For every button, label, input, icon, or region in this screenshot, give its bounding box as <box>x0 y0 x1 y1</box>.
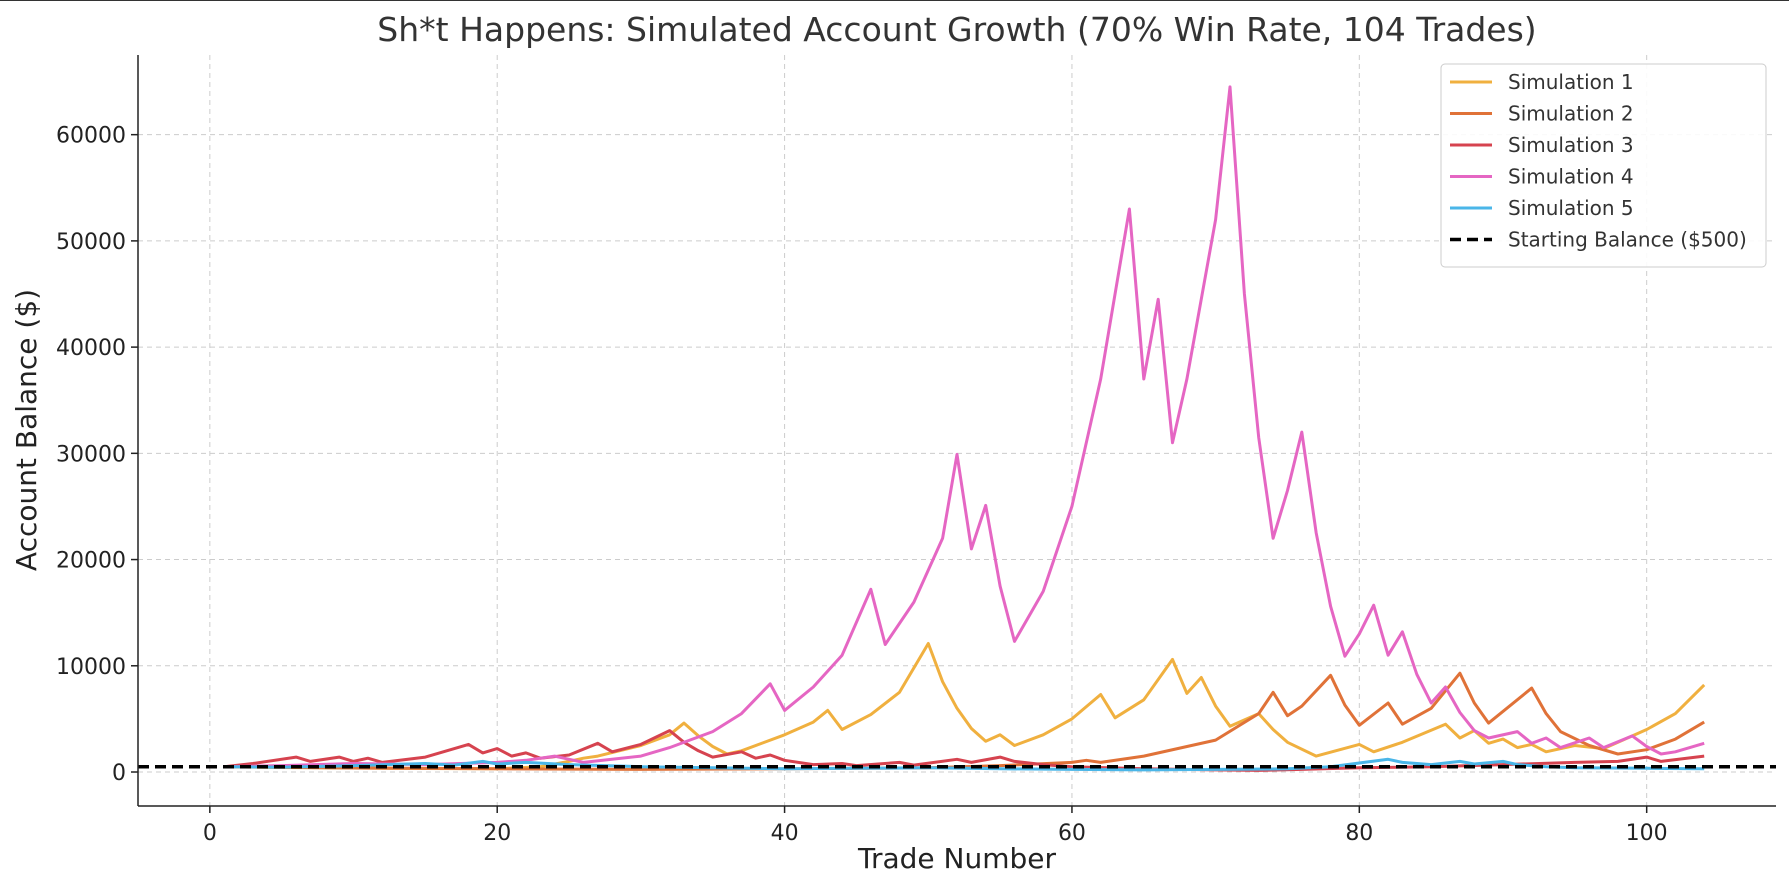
legend-label: Simulation 4 <box>1508 165 1634 189</box>
y-tick-label: 50000 <box>56 230 126 255</box>
series-simulation-1 <box>224 642 1706 771</box>
series-simulation-5 <box>224 757 1705 772</box>
y-tick-label: 10000 <box>56 655 126 680</box>
x-tick-label: 20 <box>483 821 511 846</box>
x-axis-label: Trade Number <box>857 842 1057 875</box>
legend-label: Simulation 2 <box>1508 102 1634 126</box>
series-layer <box>138 85 1776 772</box>
y-tick-label: 20000 <box>56 549 126 574</box>
axes <box>131 55 1776 813</box>
x-tick-label: 100 <box>1626 821 1668 846</box>
y-axis-label: Account Balance ($) <box>10 289 43 571</box>
legend-label: Simulation 5 <box>1508 196 1634 220</box>
legend-box <box>1440 63 1767 268</box>
x-tick-label: 0 <box>203 821 217 846</box>
legend-label: Starting Balance ($500) <box>1508 228 1747 252</box>
legend: Simulation 1 Simulation 2 Simulation 3 Simu… <box>1440 63 1767 268</box>
chart-title: Sh*t Happens: Simulated Account Growth (… <box>377 10 1536 49</box>
legend-label: Simulation 1 <box>1508 70 1634 94</box>
y-tick-label: 0 <box>112 761 126 786</box>
y-tick-label: 30000 <box>56 442 126 467</box>
legend-label: Simulation 3 <box>1508 133 1634 157</box>
series-simulation-4 <box>224 85 1705 769</box>
x-tick-label: 40 <box>771 821 799 846</box>
y-tick-label: 40000 <box>56 336 126 361</box>
y-tick-label: 60000 <box>56 124 126 149</box>
tick-labels: 0 20 40 60 80 100 0 10000 20000 30000 40000 50000 60… <box>56 124 1668 846</box>
x-tick-label: 80 <box>1345 821 1373 846</box>
x-tick-label: 60 <box>1058 821 1086 846</box>
